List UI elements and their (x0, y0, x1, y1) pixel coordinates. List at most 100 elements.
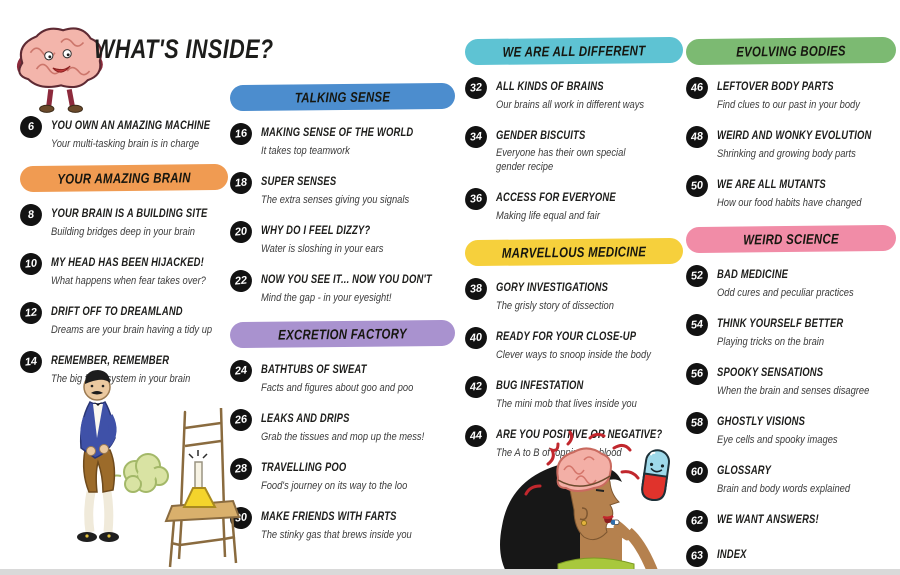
entry-subtitle: Dreams are your brain having a tidy up (51, 324, 213, 336)
page-number-badge: 58 (684, 410, 710, 436)
entry-title: YOU OWN AN AMAZING MACHINE (51, 120, 211, 132)
section-label: EXCRETION FACTORY (278, 325, 407, 343)
entry-title: BATHTUBS OF SWEAT (261, 364, 367, 376)
page-number-badge: 38 (463, 277, 489, 302)
page-number-badge: 36 (463, 187, 489, 212)
toc-entry: 56 SPOOKY SENSATIONS When the brain and … (684, 361, 896, 399)
entry-subtitle: Grab the tissues and mop up the mess! (261, 431, 425, 443)
fart-cloud (111, 453, 169, 493)
toc-entry: 63 INDEX (684, 543, 896, 569)
toc-entry: 52 BAD MEDICINE Odd cures and peculiar p… (684, 263, 896, 301)
entry-title: SPOOKY SENSATIONS (717, 367, 824, 379)
page-bottom-edge (0, 569, 900, 575)
entry-title: GORY INVESTIGATIONS (496, 282, 609, 295)
page-number-badge: 32 (463, 75, 489, 101)
entry-title: GENDER BISCUITS (496, 130, 586, 142)
fart-man-icon (77, 370, 241, 568)
entry-title: ARE YOU POSITIVE OR NEGATIVE? (496, 429, 663, 442)
entry-subtitle: Mind the gap - in your eyesight! (261, 292, 392, 304)
pill-woman-illustration (492, 430, 674, 575)
toc-entry: 58 GHOSTLY VISIONS Eye cells and spooky … (684, 410, 896, 448)
entry-title: READY FOR YOUR CLOSE-UP (496, 331, 637, 344)
section-label: EVOLVING BODIES (736, 42, 846, 60)
page-number-badge: 12 (18, 300, 44, 326)
entry-subtitle: The stinky gas that brews inside you (261, 529, 412, 541)
toc-entry: 50 WE ARE ALL MUTANTS How our food habit… (684, 173, 896, 211)
page-number-badge: 60 (684, 459, 710, 485)
toc-entry: 60 GLOSSARY Brain and body words explain… (684, 459, 896, 497)
entry-subtitle: When the brain and senses disagree (717, 385, 870, 397)
toc-entry: 34 GENDER BISCUITS Everyone has their ow… (463, 124, 683, 175)
page-number-badge: 52 (684, 263, 710, 289)
entry-subtitle: Your multi-tasking brain is in charge (51, 138, 200, 150)
section-header-excretion-factory: EXCRETION FACTORY (229, 319, 456, 349)
entry-title: BAD MEDICINE (717, 269, 789, 281)
entry-subtitle: Brain and body words explained (717, 483, 851, 495)
entry-subtitle: Find clues to our past in your body (717, 99, 860, 111)
toc-entry: 40 READY FOR YOUR CLOSE-UP Clever ways t… (463, 326, 683, 363)
contents-column-2: TALKING SENSE 16 MAKING SENSE OF THE WOR… (228, 82, 456, 556)
section-label: YOUR AMAZING BRAIN (57, 169, 191, 187)
toc-entry: 62 WE WANT ANSWERS! (684, 508, 896, 534)
entry-subtitle: How our food habits have changed (717, 197, 862, 209)
entry-title: NOW YOU SEE IT... NOW YOU DON'T (261, 274, 432, 286)
page-number-badge: 44 (463, 424, 489, 449)
entry-subtitle: The grisly story of dissection (496, 300, 614, 313)
contents-column-1: 6 YOU OWN AN AMAZING MACHINE Your multi-… (18, 114, 229, 400)
section-header-evolving-bodies: EVOLVING BODIES (685, 36, 897, 66)
toc-entry: 10 MY HEAD HAS BEEN HIJACKED! What happe… (18, 251, 228, 289)
brain-squiggles (524, 430, 640, 496)
entry-subtitle: Clever ways to snoop inside the body (496, 349, 651, 362)
entry-title: LEAKS AND DRIPS (261, 413, 350, 425)
contents-column-3: WE ARE ALL DIFFERENT 32 ALL KINDS OF BRA… (463, 36, 684, 474)
section-header-marvellous-medicine: MARVELLOUS MEDICINE (464, 238, 684, 267)
entry-subtitle: The mini mob that lives inside you (496, 398, 637, 411)
entry-title: TRAVELLING POO (261, 462, 347, 474)
page-number-badge: 10 (18, 251, 44, 277)
pill-woman-icon (500, 430, 671, 575)
toc-entry: 42 BUG INFESTATION The mini mob that liv… (463, 375, 683, 412)
capsule-character (641, 449, 671, 502)
entry-subtitle: Making life equal and fair (496, 210, 600, 223)
section-label: WE ARE ALL DIFFERENT (502, 42, 646, 60)
section-label: MARVELLOUS MEDICINE (501, 243, 647, 262)
section-header-weird-science: WEIRD SCIENCE (685, 224, 897, 254)
toc-entry: 54 THINK YOURSELF BETTER Playing tricks … (684, 312, 896, 350)
entry-title: DRIFT OFF TO DREAMLAND (51, 306, 183, 318)
toc-entry: 18 SUPER SENSES The extra senses giving … (228, 170, 455, 208)
page-number-badge: 18 (228, 170, 254, 196)
section-header-talking-sense: TALKING SENSE (229, 82, 456, 112)
toc-entry: 28 TRAVELLING POO Food's journey on its … (228, 456, 455, 494)
page-number-badge: 50 (684, 173, 710, 199)
entry-title: GLOSSARY (717, 465, 772, 477)
page-number-badge: 48 (684, 124, 710, 150)
entry-subtitle: Our brains all work in different ways (496, 99, 645, 111)
entry-title: MAKE FRIENDS WITH FARTS (261, 511, 397, 523)
entry-title: MY HEAD HAS BEEN HIJACKED! (51, 257, 204, 269)
entry-subtitle: The extra senses giving you signals (261, 194, 410, 206)
brain-character-icon (16, 27, 103, 113)
entry-subtitle: Water is sloshing in your ears (261, 243, 384, 255)
fart-man-illustration (35, 360, 253, 572)
entry-title: MAKING SENSE OF THE WORLD (261, 127, 414, 139)
page-number-badge: 63 (684, 543, 710, 569)
entry-subtitle: Food's journey on its way to the loo (261, 480, 408, 492)
page-number-badge: 16 (228, 121, 254, 147)
man (77, 370, 119, 542)
section-header-we-are-all-different: WE ARE ALL DIFFERENT (464, 36, 684, 66)
toc-entry: 46 LEFTOVER BODY PARTS Find clues to our… (684, 75, 896, 113)
entry-title: BUG INFESTATION (496, 380, 584, 393)
entry-title: WE WANT ANSWERS! (717, 514, 819, 526)
entry-title: YOUR BRAIN IS A BUILDING SITE (51, 208, 208, 220)
toc-entry: 24 BATHTUBS OF SWEAT Facts and figures a… (228, 358, 455, 396)
entry-subtitle: Facts and figures about goo and poo (261, 382, 414, 394)
page-number-badge: 34 (463, 124, 489, 150)
page-number-badge: 54 (684, 312, 710, 338)
page-number-badge: 42 (463, 375, 489, 400)
toc-entry: 30 MAKE FRIENDS WITH FARTS The stinky ga… (228, 505, 455, 543)
entry-subtitle: It takes top teamwork (261, 145, 350, 157)
entry-subtitle: Eye cells and spooky images (717, 434, 838, 446)
entry-title: ALL KINDS OF BRAINS (496, 81, 604, 93)
entry-subtitle: Odd cures and peculiar practices (717, 287, 854, 299)
